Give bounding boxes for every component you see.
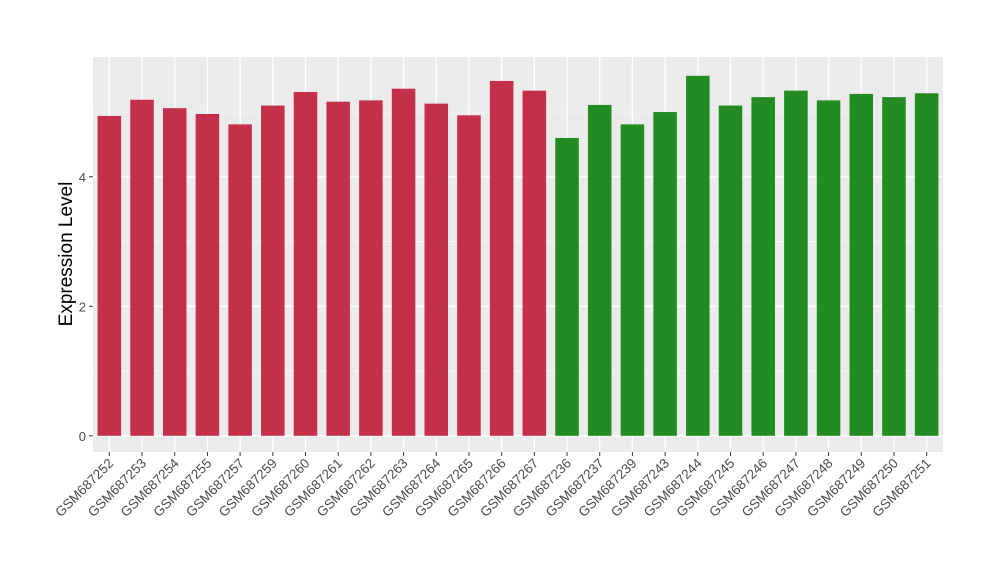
bar-GSM687262: [359, 100, 383, 436]
bar-GSM687264: [424, 103, 449, 436]
bar-GSM687248: [816, 100, 841, 436]
bar-GSM687254: [162, 108, 187, 436]
bar-GSM687244: [686, 75, 710, 436]
y-axis-label: Expression Level: [56, 182, 77, 327]
plot-panel: [93, 57, 943, 452]
y-tick-label: 2: [79, 299, 86, 314]
bar-GSM687245: [718, 105, 743, 436]
bar-GSM687257: [228, 124, 252, 436]
y-tick-label: 4: [79, 170, 86, 185]
bar-GSM687249: [849, 93, 874, 436]
bar-GSM687237: [587, 104, 612, 436]
bar-GSM687239: [620, 124, 645, 436]
bar-GSM687247: [784, 90, 808, 436]
bars: [97, 75, 939, 436]
bar-GSM687263: [391, 88, 416, 436]
bar-GSM687251: [914, 93, 939, 436]
bar-GSM687259: [261, 105, 285, 436]
bar-GSM687253: [130, 99, 154, 436]
bar-GSM687246: [751, 97, 775, 436]
bar-GSM687250: [882, 97, 906, 436]
bar-GSM687255: [195, 113, 220, 436]
bar-GSM687236: [555, 137, 579, 436]
y-axis: 0 2 4: [79, 170, 93, 444]
bar-GSM687243: [653, 112, 677, 436]
bar-GSM687266: [489, 80, 514, 436]
x-axis: GSM687252GSM687253GSM687254GSM687255GSM6…: [52, 452, 934, 520]
bar-GSM687260: [293, 91, 318, 436]
bar-GSM687252: [97, 115, 122, 436]
bar-GSM687261: [326, 101, 350, 436]
bar-GSM687267: [522, 90, 547, 436]
y-tick-label: 0: [79, 429, 86, 444]
bar-GSM687265: [457, 115, 481, 436]
